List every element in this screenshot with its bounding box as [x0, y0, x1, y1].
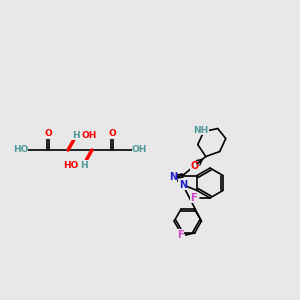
Text: F: F — [177, 230, 184, 240]
Text: OH: OH — [82, 130, 98, 140]
Text: OH: OH — [132, 146, 147, 154]
Text: F: F — [190, 193, 197, 203]
Text: N: N — [179, 180, 187, 190]
Text: O: O — [108, 130, 116, 139]
Text: N: N — [169, 172, 177, 182]
Text: HO: HO — [63, 160, 78, 169]
Text: H: H — [80, 160, 88, 169]
Text: O: O — [44, 130, 52, 139]
Text: H: H — [72, 130, 80, 140]
Text: O: O — [190, 160, 199, 170]
Text: HO: HO — [13, 146, 28, 154]
Text: NH: NH — [193, 126, 208, 135]
